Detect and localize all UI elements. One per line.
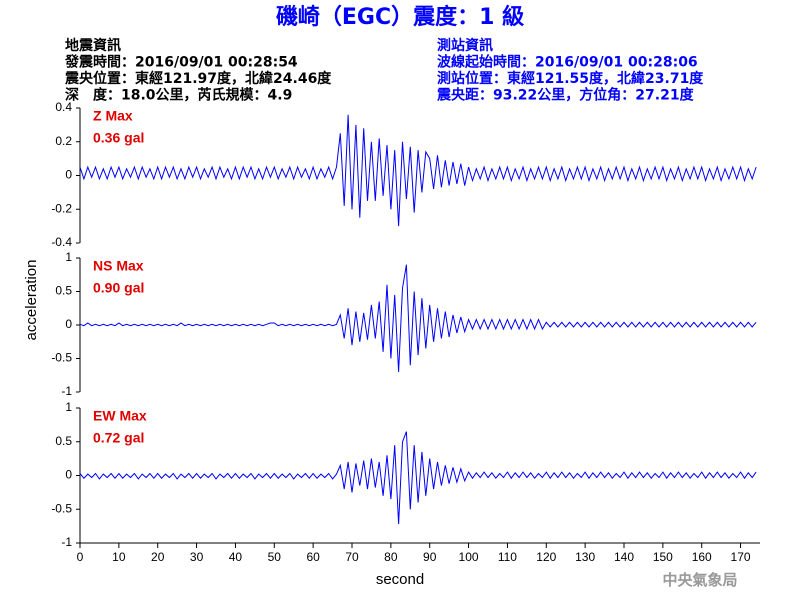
max-annotation: Z Max xyxy=(93,108,133,124)
y-tick-label: 0.2 xyxy=(55,134,72,148)
x-tick-label: 10 xyxy=(112,550,126,564)
station-info: 波線起始時間：2016/09/01 00:28:06 xyxy=(437,54,698,71)
y-tick-label: -0.5 xyxy=(51,501,72,515)
quake-info: 深 度：18.0公里，芮氏規模：4.9 xyxy=(65,87,292,104)
x-tick-label: 160 xyxy=(692,550,712,564)
x-tick-label: 150 xyxy=(653,550,673,564)
quake-info: 震央位置：東經121.97度，北緯24.46度 xyxy=(64,70,332,87)
y-tick-label: 0.5 xyxy=(55,284,72,298)
y-tick-label: 0 xyxy=(65,468,72,482)
station-info: 測站位置：東經121.55度，北緯23.71度 xyxy=(437,70,704,87)
max-annotation: 0.72 gal xyxy=(93,430,144,446)
waveform xyxy=(79,114,757,227)
y-tick-label: -0.4 xyxy=(51,235,72,249)
x-axis-label: second xyxy=(376,571,424,588)
y-tick-label: 1 xyxy=(65,400,72,414)
x-tick-label: 0 xyxy=(77,550,84,564)
y-tick-label: 0 xyxy=(65,317,72,331)
x-tick-label: 170 xyxy=(731,550,751,564)
y-tick-label: 0.4 xyxy=(55,100,72,114)
y-tick-label: 0.5 xyxy=(55,434,72,448)
x-tick-label: 50 xyxy=(268,550,282,564)
x-tick-label: 110 xyxy=(498,550,517,564)
x-tick-label: 30 xyxy=(190,550,204,564)
x-tick-label: 90 xyxy=(423,550,437,564)
x-tick-label: 40 xyxy=(229,550,243,564)
x-tick-label: 60 xyxy=(306,550,320,564)
y-tick-label: -1 xyxy=(61,384,72,398)
quake-info: 發震時間：2016/09/01 00:28:54 xyxy=(64,54,298,71)
station-info: 震央距：93.22公里，方位角：27.21度 xyxy=(436,87,695,104)
waveform xyxy=(79,431,757,525)
x-tick-label: 70 xyxy=(345,550,359,564)
y-tick-label: 1 xyxy=(65,250,72,264)
max-annotation: EW Max xyxy=(93,408,147,424)
max-annotation: 0.36 gal xyxy=(93,130,144,146)
x-tick-label: 100 xyxy=(459,550,479,564)
max-annotation: NS Max xyxy=(93,258,144,274)
quake-info: 地震資訊 xyxy=(65,37,121,54)
y-axis-label: acceleration xyxy=(23,260,40,341)
station-info: 測站資訊 xyxy=(437,37,493,54)
x-tick-label: 140 xyxy=(614,550,634,564)
title: 磯崎（EGC）震度：1 級 xyxy=(276,4,524,30)
x-tick-label: 120 xyxy=(536,550,556,564)
x-tick-label: 20 xyxy=(151,550,165,564)
watermark: 中央氣象局 xyxy=(662,571,737,589)
x-tick-label: 80 xyxy=(384,550,398,564)
y-tick-label: -1 xyxy=(61,535,72,549)
y-tick-label: 0 xyxy=(65,168,72,182)
waveform xyxy=(79,264,757,372)
y-tick-label: -0.2 xyxy=(51,201,72,215)
y-tick-label: -0.5 xyxy=(51,351,72,365)
max-annotation: 0.90 gal xyxy=(93,280,144,296)
x-tick-label: 130 xyxy=(575,550,595,564)
